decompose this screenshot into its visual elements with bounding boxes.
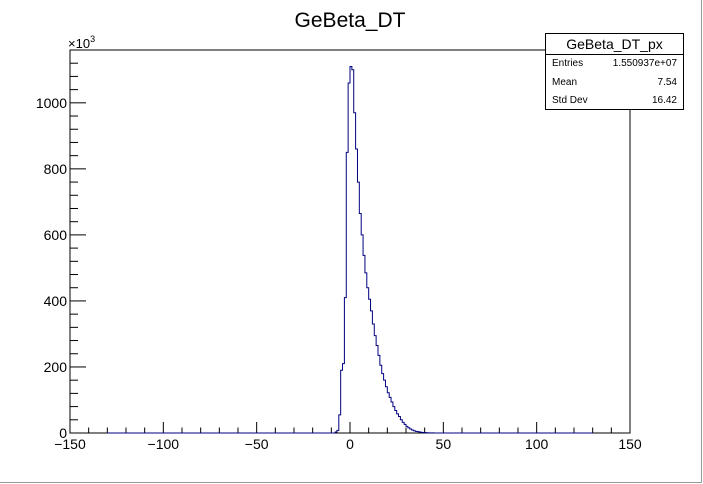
stats-value: 16.42: [651, 95, 677, 106]
stats-row: Std Dev 16.42: [546, 92, 683, 111]
stats-value: 7.54: [657, 76, 677, 88]
x-tick-label: 150: [618, 436, 642, 452]
y-tick-label: 1000: [36, 95, 67, 111]
histogram-series-line: [107, 66, 593, 434]
x-tick-label: −100: [148, 436, 180, 452]
stats-box: GeBeta_DT_px Entries 1.550937e+07 Mean 7.54…: [545, 33, 684, 110]
chart-title: GeBeta_DT: [295, 9, 406, 32]
x-tick-label: −150: [54, 436, 86, 452]
stats-key: Std Dev: [552, 95, 588, 106]
y-axis-scale-base: ×10: [68, 36, 90, 51]
y-tick-label: 200: [44, 359, 68, 375]
stats-key: Entries: [552, 58, 584, 69]
x-tick-label: 100: [525, 436, 549, 452]
y-tick-label: 600: [44, 227, 68, 243]
x-tick-label: −50: [245, 436, 269, 452]
stats-row: Entries 1.550937e+07: [546, 55, 683, 74]
y-axis-scale-exponent: 3: [90, 34, 95, 44]
stats-key: Mean: [552, 76, 578, 88]
y-tick-label: 0: [59, 425, 67, 441]
stats-row: Mean 7.54: [546, 74, 683, 93]
stats-value: 1.550937e+07: [612, 58, 677, 69]
axis-ticks: [69, 49, 631, 434]
axis-tick-labels: −150 −100 −50 0 50 100 150 0 200 400 600 800 1000: [36, 95, 642, 452]
x-tick-label: 0: [346, 436, 354, 452]
y-tick-label: 800: [44, 161, 68, 177]
y-tick-label: 400: [44, 293, 68, 309]
stats-rows: Entries 1.550937e+07 Mean 7.54 Std Dev 16.42: [546, 55, 683, 111]
x-tick-label: 50: [436, 436, 452, 452]
stats-title: GeBeta_DT_px: [546, 34, 683, 55]
y-axis-scale-label: ×103: [68, 34, 95, 51]
